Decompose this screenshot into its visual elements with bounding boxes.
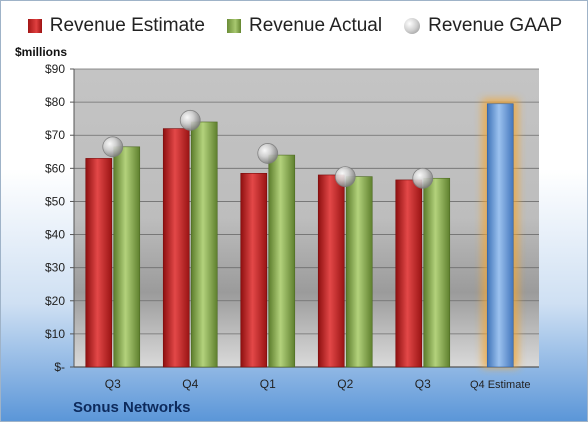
plot-area: [74, 69, 539, 367]
gaap-marker: [334, 166, 356, 188]
x-tick-label: Q2: [337, 377, 353, 391]
bars: [85, 98, 519, 369]
legend-label-estimate: Revenue Estimate: [49, 15, 205, 36]
bar-estimate: [395, 179, 423, 368]
legend-swatch-actual: [227, 19, 241, 33]
bar-actual: [190, 121, 218, 368]
bar-actual: [423, 177, 451, 368]
gaap-marker: [412, 167, 434, 189]
legend-item-gaap: Revenue GAAP: [404, 15, 562, 37]
company-name: Sonus Networks: [73, 399, 191, 416]
bar-actual: [268, 154, 296, 368]
gaap-marker: [179, 109, 201, 131]
x-tick-label: Q4 Estimate: [470, 379, 531, 391]
bar-estimate: [85, 158, 113, 368]
legend-label-actual: Revenue Actual: [249, 15, 383, 36]
bar-actual: [113, 146, 141, 368]
y-tick-label: $80: [45, 95, 65, 109]
y-tick-label: $-: [54, 360, 65, 374]
x-tick-label: Q3: [105, 377, 121, 391]
bar-actual: [345, 176, 373, 368]
legend-item-actual: Revenue Actual: [227, 15, 382, 37]
y-axis-unit-label: $millions: [15, 45, 68, 59]
x-tick-label: Q4: [182, 377, 198, 391]
legend-item-estimate: Revenue Estimate: [27, 15, 205, 37]
y-tick-label: $40: [45, 228, 65, 242]
y-axis-ticks: $- $10 $20 $30 $40 $50 $60 $70 $80 $90: [45, 62, 75, 374]
bar-future-estimate: [486, 103, 514, 368]
legend-swatch-gaap: [404, 18, 421, 34]
legend-swatch-estimate: [27, 19, 42, 33]
x-axis-ticks: Q3 Q4 Q1 Q2 Q3 Q4 Estimate: [105, 377, 531, 391]
legend-label-gaap: Revenue GAAP: [428, 15, 563, 36]
y-tick-label: $70: [45, 128, 65, 142]
bar-estimate: [240, 173, 268, 368]
y-tick-label: $20: [45, 294, 65, 308]
x-tick-label: Q3: [415, 377, 431, 391]
gaap-marker: [257, 143, 279, 164]
y-tick-label: $10: [45, 327, 65, 341]
gaap-markers: [102, 109, 434, 189]
bar-estimate: [317, 174, 345, 368]
y-tick-label: $50: [45, 194, 65, 208]
legend: Revenue Estimate Revenue Actual Revenue …: [1, 15, 587, 37]
y-tick-label: $30: [45, 261, 65, 275]
y-tick-label: $60: [45, 161, 65, 175]
gaap-marker: [102, 136, 124, 158]
bar-estimate: [162, 128, 190, 368]
x-tick-label: Q1: [260, 377, 276, 391]
gridlines: [74, 68, 539, 368]
y-tick-label: $90: [45, 62, 65, 76]
